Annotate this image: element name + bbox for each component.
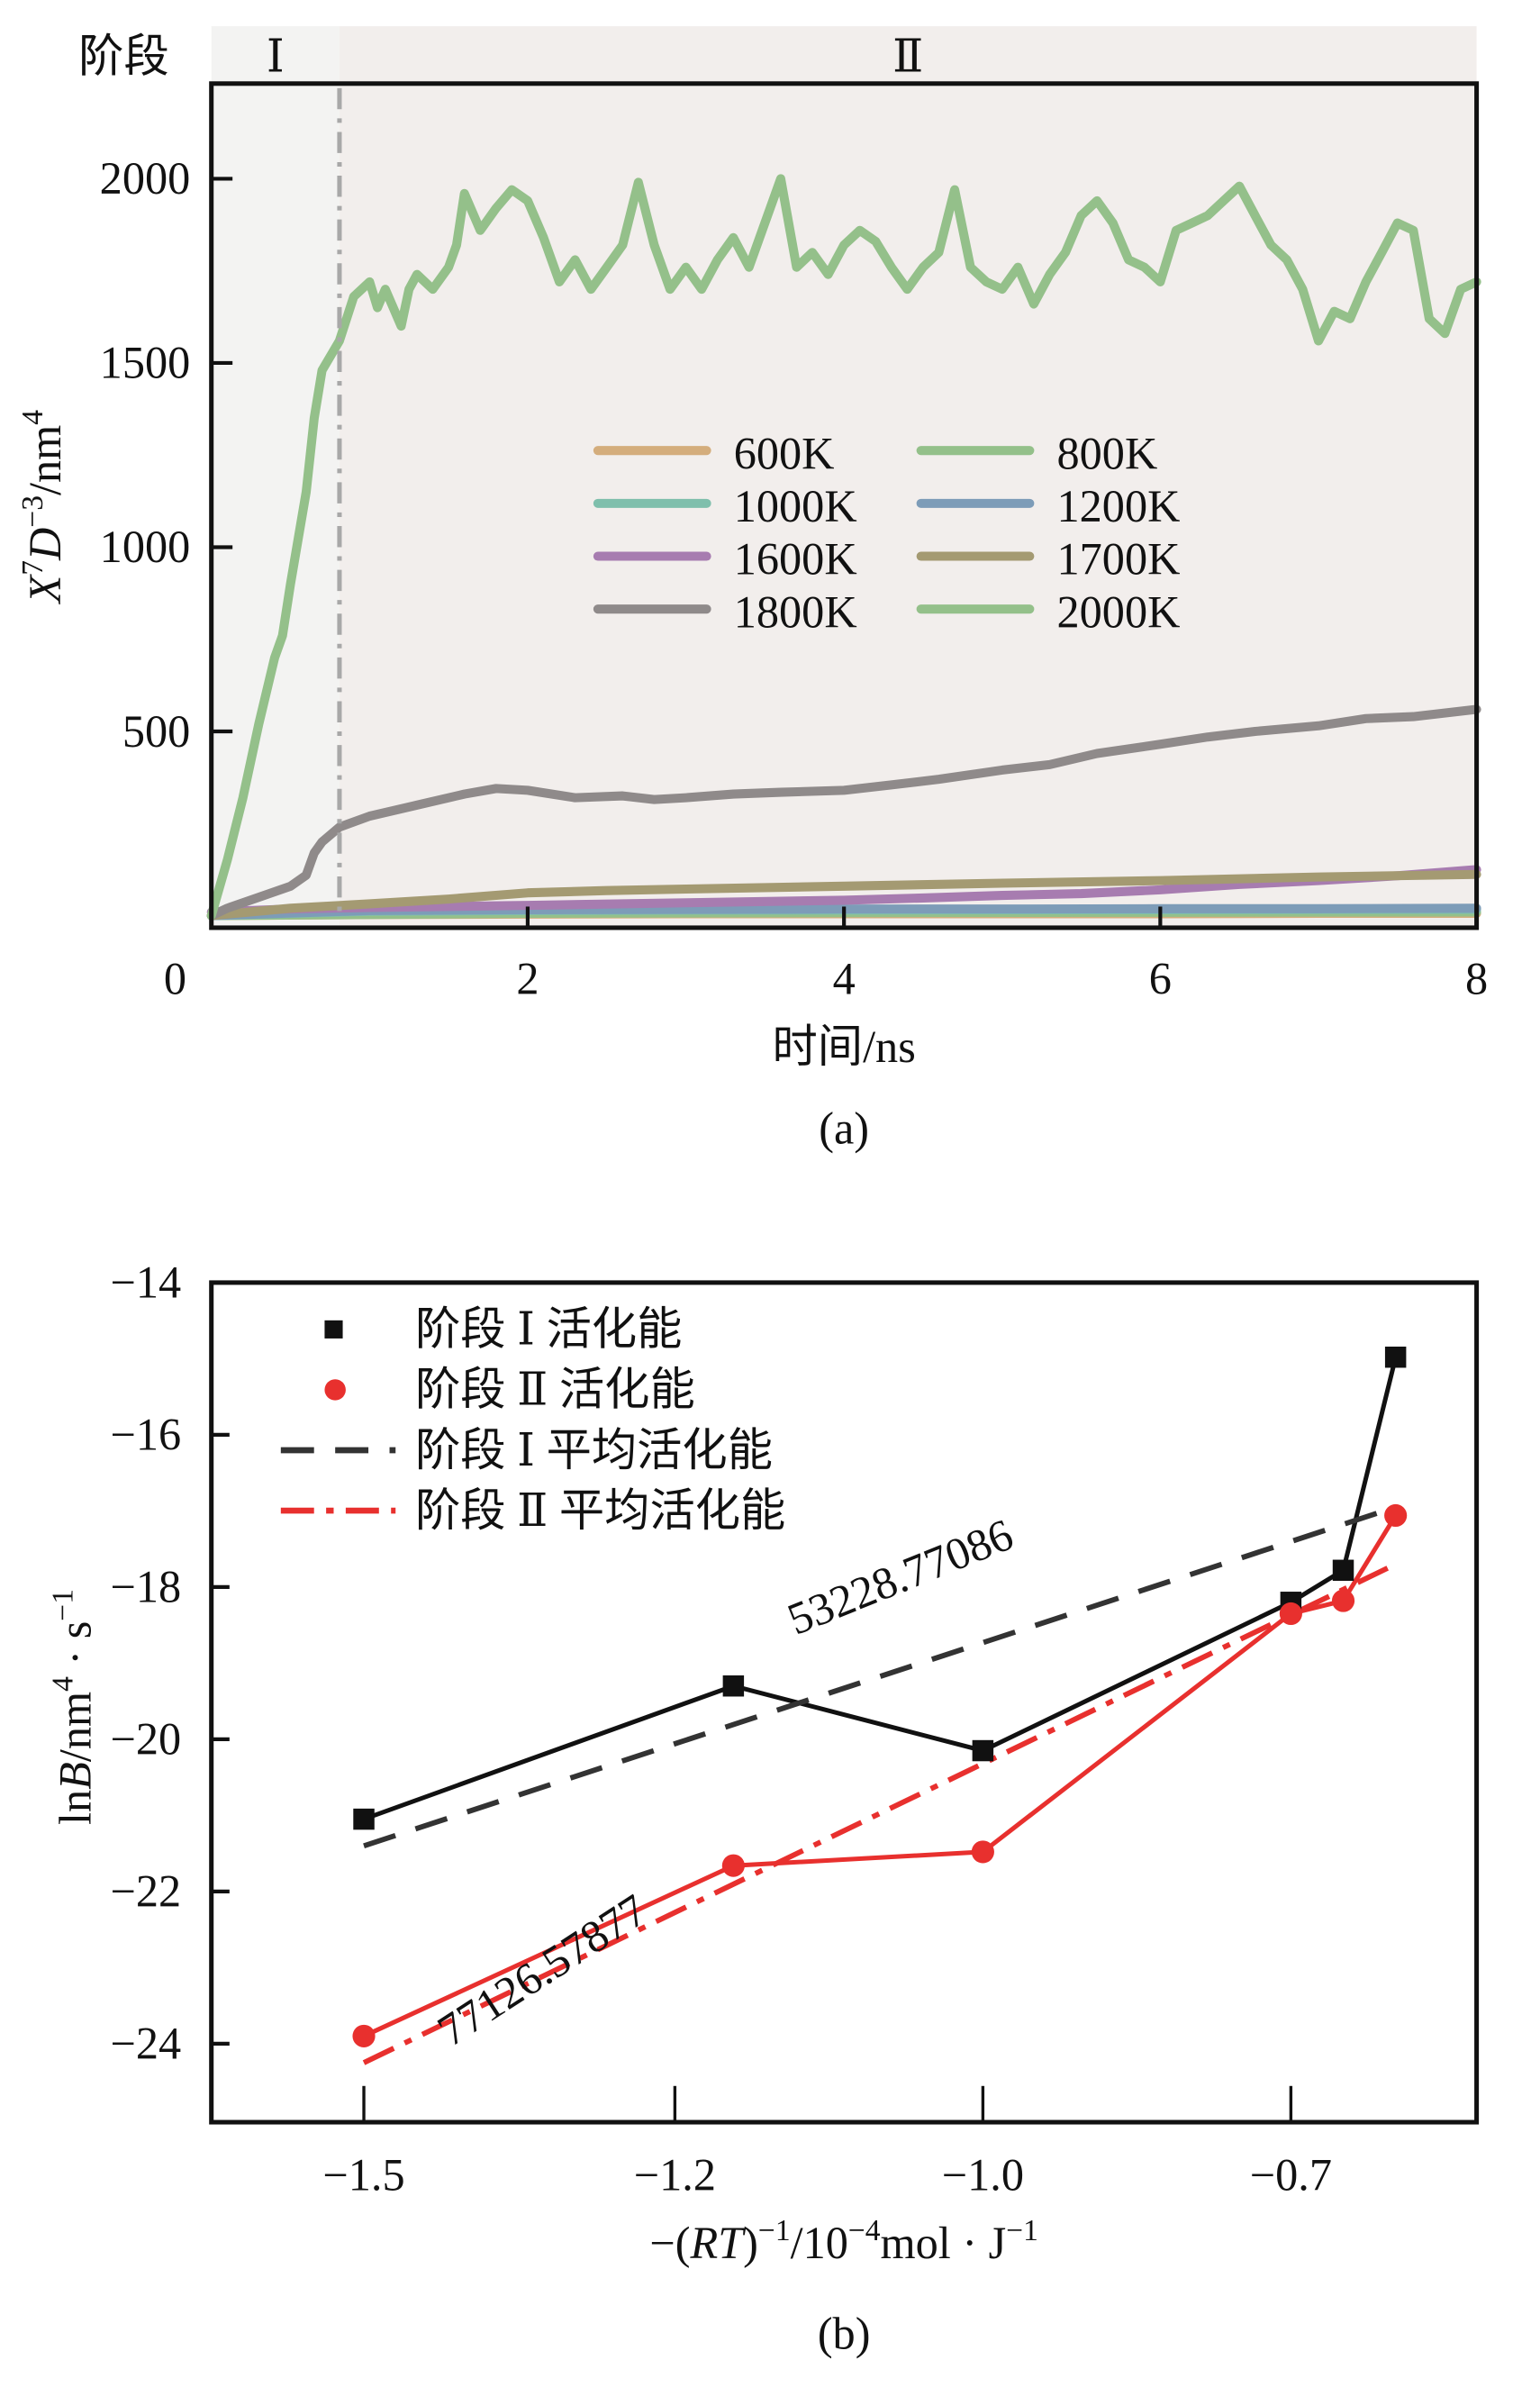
x-tick-label-b: −0.7 (1250, 2149, 1332, 2200)
legend-circle-marker (324, 1379, 346, 1401)
data-point-square (972, 1739, 994, 1762)
legend-item-1800K: 1800K (593, 586, 857, 637)
y-tick-label-b: −14 (111, 1257, 182, 1308)
legend-square-marker (324, 1320, 343, 1339)
legend-label: 1000K (734, 481, 857, 531)
plot-frame-b (209, 1280, 1480, 2125)
legend-label: 1600K (734, 534, 857, 585)
y-tick-label-a: 1500 (100, 338, 191, 388)
data-point-circle (1331, 1589, 1355, 1612)
legend-item-1200K: 1200K (916, 481, 1181, 531)
legend-label: 600K (734, 428, 835, 478)
series-line-b-2 (362, 1514, 1398, 2038)
legend-label-b: 阶段 Ⅱ 平均活化能 (415, 1485, 785, 1536)
legend-label: 800K (1057, 428, 1158, 478)
data-point-circle (352, 2024, 376, 2047)
x-tick-label-a: 2 (516, 954, 539, 1004)
legend-item-b-1: 阶段 Ⅰ 活化能 (324, 1304, 682, 1355)
x-axis-title-a: 时间/ns (773, 1021, 916, 1072)
y-tick-label-a: 2000 (100, 153, 191, 204)
x-tick-label-b: −1.2 (634, 2149, 716, 2200)
legend-label-b: 阶段 Ⅰ 活化能 (415, 1304, 682, 1355)
legend-item-b-2: 阶段 Ⅱ 活化能 (324, 1365, 695, 1415)
data-point-circle (721, 1854, 745, 1877)
panel-label-b: (b) (818, 2309, 871, 2359)
plot-region-stage-1 (211, 83, 340, 928)
legend-label: 1700K (1057, 534, 1181, 585)
series-line-1800K (206, 704, 1481, 921)
y-axis-title-b: lnB/nm4 · s−1 (46, 1589, 100, 1825)
y-tick-label-b: −20 (111, 1714, 182, 1765)
y-tick-label-b: −16 (111, 1410, 182, 1460)
legend-label-b: 阶段 Ⅱ 活化能 (415, 1365, 695, 1415)
legend-item-b-4: 阶段 Ⅱ 平均活化能 (280, 1485, 785, 1536)
y-ticks-a: 500 1000 1500 2000 (100, 153, 233, 757)
y-axis-title-a: X7D−3/nm4 (16, 410, 70, 605)
x-ticks-a: 0 2 4 6 8 (164, 906, 1488, 1004)
legend-item-800K: 800K (916, 428, 1158, 478)
y-tick-label-b: −22 (111, 1866, 182, 1917)
series-line-b-4 (362, 1561, 1398, 2065)
legend-item-1000K: 1000K (593, 481, 857, 531)
data-point-square (722, 1675, 745, 1697)
stage-band-2 (339, 26, 1477, 84)
panel-label-a: (a) (819, 1103, 869, 1154)
x-tick-label-a: 0 (164, 954, 186, 1004)
series-b (352, 1346, 1408, 2065)
stage-label-2: Ⅱ (892, 31, 923, 81)
data-point-circle (1279, 1602, 1302, 1626)
data-point-circle (971, 1840, 994, 1864)
x-axis-title-b: −(RT)−1/10−4mol · J−1 (649, 2214, 1038, 2268)
x-ticks-b: −1.5 −1.2 −1.0 −0.7 (322, 2085, 1332, 2200)
x-tick-label-a: 4 (833, 954, 856, 1004)
legend-item-b-3: 阶段 Ⅰ 平均活化能 (280, 1425, 773, 1475)
legend-label: 1200K (1057, 481, 1181, 531)
y-tick-label-a: 500 (122, 706, 190, 757)
plot-region-stage-2 (339, 83, 1477, 928)
data-point-square (353, 1808, 375, 1830)
y-tick-label-b: −18 (111, 1562, 182, 1612)
data-point-square (1332, 1559, 1354, 1582)
x-tick-label-a: 6 (1149, 954, 1172, 1004)
legend-label: 2000K (1057, 586, 1181, 637)
x-tick-label-a: 8 (1465, 954, 1488, 1004)
legend-a: 600K 800K 1000K 1200K 1600K 1700K 1800K 2000K (593, 428, 1181, 637)
legend-item-1600K: 1600K (593, 534, 857, 585)
x-tick-label-b: −1.0 (942, 2149, 1024, 2200)
y-tick-label-b: −24 (111, 2019, 182, 2069)
series-line-2000K (206, 174, 1481, 921)
series-line-b-1 (363, 1357, 1399, 1821)
legend-label: 1800K (734, 586, 857, 637)
series-line-1700K (206, 869, 1481, 921)
data-point-square (1384, 1346, 1407, 1368)
legend-item-1700K: 1700K (916, 534, 1181, 585)
legend-item-600K: 600K (593, 428, 835, 478)
legend-item-2000K: 2000K (916, 586, 1181, 637)
stage-band-1 (211, 26, 340, 84)
chart-b: −14−16−18−20−22−24 −1.5 −1.2 −1.0 −0.7 5322… (46, 1257, 1480, 2359)
stage-bar-label: 阶段 (78, 31, 169, 81)
legend-label-b: 阶段 Ⅰ 平均活化能 (415, 1425, 773, 1475)
x-tick-label-b: −1.5 (322, 2149, 404, 2200)
y-ticks-b: −14 −16 −18 −20 −22 −24 (111, 1257, 230, 2069)
y-tick-label-a: 1000 (100, 522, 191, 572)
series-line-b-3 (363, 1504, 1397, 1849)
data-point-circle (1384, 1503, 1408, 1528)
stage-label-1: Ⅰ (267, 31, 285, 81)
